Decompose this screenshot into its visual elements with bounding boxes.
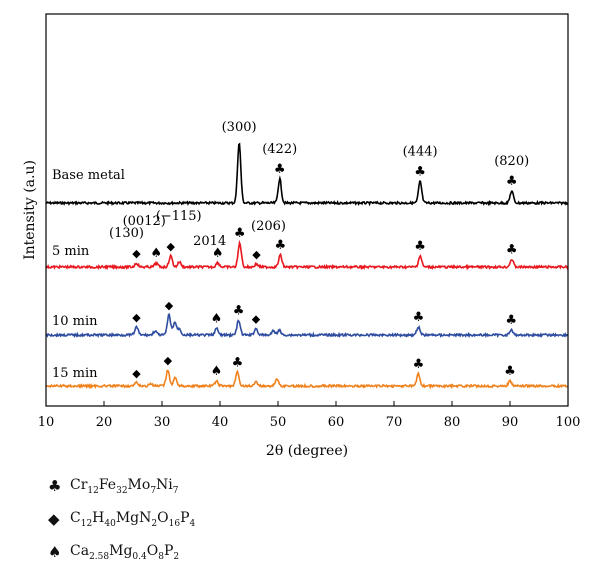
- legend-formula: C12H40MgN2O16P4: [70, 509, 196, 529]
- spade-marker-icon: ♠: [150, 246, 162, 261]
- x-tick-label: 60: [328, 415, 345, 430]
- x-tick-label: 10: [38, 415, 55, 430]
- diamond-marker-icon: ◆: [132, 311, 141, 324]
- x-tick-label: 80: [444, 415, 461, 430]
- x-tick-label: 20: [96, 415, 113, 430]
- diamond-marker-icon: ◆: [164, 354, 173, 367]
- series-layer: Base metal 5 min 10 min 15 min: [45, 142, 569, 390]
- axis-layer: 10 20 30 40 50 60 70 80 90 100: [38, 401, 581, 430]
- club-marker-icon: ♣: [505, 313, 517, 328]
- series-line-0: [45, 142, 569, 207]
- x-tick-label: 50: [270, 415, 287, 430]
- diamond-marker-icon: ◆: [132, 247, 141, 260]
- diamond-marker-icon: ◆: [165, 299, 174, 312]
- peak-annotation: (206): [251, 219, 286, 234]
- peak-annotation: 2014: [193, 234, 226, 249]
- spade-marker-icon: ♠: [211, 364, 223, 379]
- club-marker-icon: ♣: [233, 304, 245, 319]
- club-marker-icon: ♣: [504, 364, 516, 379]
- diamond-icon: ◆: [48, 510, 60, 528]
- diamond-marker-icon: ◆: [252, 313, 261, 326]
- legend-item-diamond: ◆ C12H40MgN2O16P4: [48, 508, 195, 530]
- peak-annotation: (820): [494, 154, 529, 169]
- series-line-3: [45, 369, 569, 390]
- club-marker-icon: ♣: [413, 310, 425, 325]
- club-marker-icon: ♣: [232, 355, 244, 370]
- marker-layer: ♣ ♣ ♣ ◆ ♠ ◆ ♠ ♣ ◆ ♣ ♣ ♣ ◆ ◆ ♠ ♣ ◆ ♣ ♣ ◆ ◆ ♠ ♣ ♣ ♣: [132, 162, 517, 380]
- series-line-1: [45, 239, 569, 271]
- club-marker-icon: ♣: [414, 239, 426, 254]
- series-label: 10 min: [52, 314, 98, 329]
- club-marker-icon: ♣: [274, 238, 286, 253]
- diamond-marker-icon: ◆: [166, 240, 175, 253]
- club-marker-icon: ♣: [414, 164, 426, 179]
- club-marker-icon: ♣: [274, 162, 286, 177]
- legend-formula: Cr12Fe32Mo7Ni7: [70, 476, 179, 496]
- diamond-marker-icon: ◆: [132, 367, 141, 380]
- club-marker-icon: ♣: [506, 174, 518, 189]
- x-tick-label: 70: [386, 415, 403, 430]
- diamond-marker-icon: ◆: [252, 248, 261, 261]
- series-label: 15 min: [52, 366, 98, 381]
- x-tick-label: 40: [212, 415, 229, 430]
- legend-item-spade: ♠ Ca2.58Mg0.4O8P2: [48, 541, 179, 563]
- phase-legend: ♣ Cr12Fe32Mo7Ni7 ◆ C12H40MgN2O16P4 ♠ Ca2.58Mg…: [48, 475, 448, 575]
- peak-annotation: (130): [109, 226, 144, 241]
- club-marker-icon: ♣: [413, 357, 425, 372]
- plot-frame: [45, 13, 569, 407]
- series-label: 5 min: [52, 244, 90, 259]
- spade-marker-icon: ♠: [211, 312, 223, 327]
- spade-marker-icon: ♠: [212, 246, 224, 261]
- y-axis-label: Intensity (a.u): [22, 160, 38, 260]
- peak-annotation: (300): [222, 120, 257, 135]
- x-axis-label: 2θ (degree): [266, 443, 348, 459]
- x-tick-label: 30: [154, 415, 171, 430]
- club-icon: ♣: [48, 477, 62, 495]
- x-tick-label: 90: [502, 415, 519, 430]
- x-tick-label: 100: [556, 415, 581, 430]
- spade-icon: ♠: [48, 543, 62, 561]
- peak-annotation: (0012): [123, 214, 166, 229]
- peak-annotation: (444): [403, 144, 438, 159]
- legend-item-club: ♣ Cr12Fe32Mo7Ni7: [48, 475, 179, 497]
- peak-annotation: (−115): [156, 209, 202, 224]
- series-line-2: [46, 312, 569, 339]
- legend-formula: Ca2.58Mg0.4O8P2: [70, 542, 180, 562]
- peak-annotation: (422): [262, 142, 297, 157]
- series-label: Base metal: [52, 168, 125, 183]
- club-marker-icon: ♣: [506, 242, 518, 257]
- club-marker-icon: ♣: [234, 226, 246, 241]
- annotation-layer: (300) (422) (444) (820) (130)(0012)(−115) 201…: [109, 120, 529, 249]
